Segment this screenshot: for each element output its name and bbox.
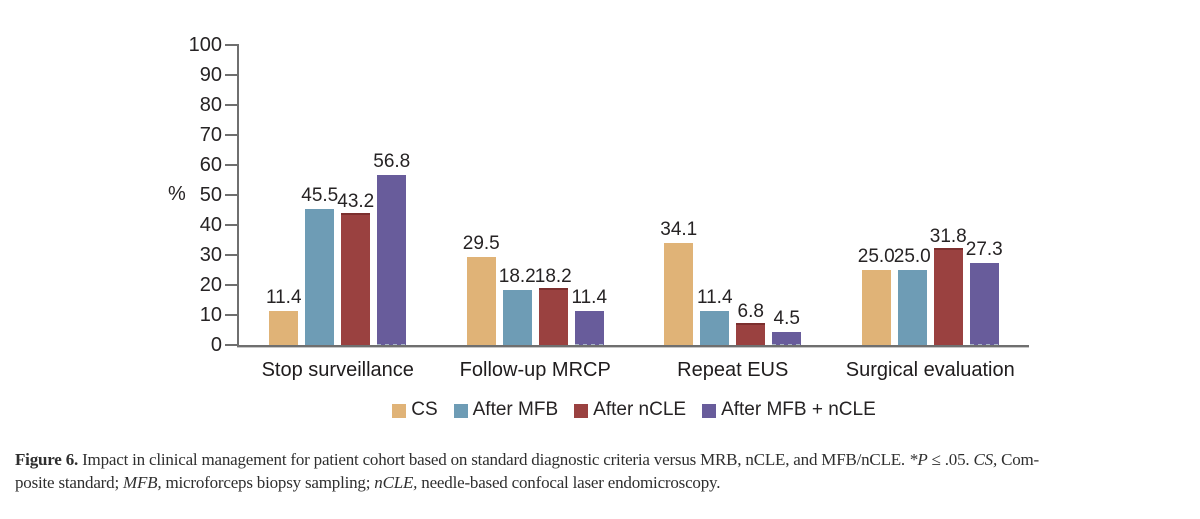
y-tick-mark — [225, 134, 238, 136]
y-tick-mark — [225, 74, 238, 76]
value-label: 25.0 — [857, 246, 895, 267]
value-label: 29.5 — [462, 232, 500, 254]
y-tick-label: 0 — [210, 334, 222, 356]
caption-segment: posite standard; — [15, 472, 124, 492]
y-tick-label: 30 — [199, 244, 222, 266]
y-tick-mark — [225, 164, 238, 166]
y-tick-mark — [225, 44, 238, 46]
value-label: 34.1 — [660, 218, 698, 240]
y-tick-mark — [225, 104, 238, 106]
bar-after-mfb: 18.2 — [499, 266, 536, 345]
category-label-stop-surveillance: Stop surveillance — [261, 359, 414, 381]
caption-segment: Figure 6. — [15, 450, 79, 469]
y-tick-label: 70 — [199, 124, 222, 146]
y-tick-mark — [225, 344, 238, 346]
y-tick-label: 60 — [199, 154, 222, 176]
category-label-surgical-evaluation: Surgical evaluation — [845, 359, 1015, 381]
caption-segment: nCLE, — [374, 472, 418, 492]
bar-after-mfb-ncle: 4.5 — [772, 308, 802, 346]
y-tick-mark — [225, 314, 238, 316]
value-label: 25.0 — [893, 246, 931, 267]
plot-area: 11.4 45.5 43.2 56.8 29.5 18.2 18.2 11.4 34.1 11.4… — [239, 45, 1030, 346]
bar-after-mfb: 25.0 — [894, 246, 931, 345]
value-label: 18.2 — [498, 266, 536, 288]
legend-item-after-ncle: After nCLE — [574, 399, 686, 421]
y-tick-label: 80 — [199, 94, 222, 116]
caption-segment: MFB, — [123, 472, 162, 492]
y-tick-mark — [225, 284, 238, 286]
y-tick-label: 20 — [199, 274, 222, 296]
y-tick-label: 40 — [199, 214, 222, 236]
y-tick-label: 10 — [199, 304, 222, 326]
category-label-repeat-eus: Repeat EUS — [677, 359, 789, 381]
y-tick-mark — [225, 194, 238, 196]
legend-swatch-icon — [392, 403, 407, 418]
legend-item-after-mfb-ncle: After MFB + nCLE — [702, 399, 876, 421]
bar-cs: 25.0 — [858, 246, 895, 345]
legend-swatch-icon — [574, 403, 589, 418]
bar-group-stop-surveillance: 11.4 45.5 43.2 56.8 — [239, 45, 437, 346]
y-tick-label: 100 — [188, 34, 222, 56]
category-label-follow-up-mrcp: Follow-up MRCP — [459, 359, 611, 381]
bar-after-mfb: 45.5 — [301, 185, 338, 345]
value-label: 43.2 — [337, 191, 375, 213]
bar-after-ncle: 6.8 — [736, 301, 766, 345]
y-tick-label: 50 — [199, 184, 222, 206]
legend-swatch-icon — [702, 403, 717, 418]
bar-after-mfb-ncle: 27.3 — [966, 239, 1003, 346]
value-label: 11.4 — [696, 286, 733, 308]
bar-after-ncle: 43.2 — [337, 191, 374, 345]
legend-item-after-mfb: After MFB — [453, 399, 559, 421]
y-axis-line — [237, 44, 239, 347]
caption-segment: Impact in clinical management for patien… — [78, 450, 910, 469]
value-label: 27.3 — [965, 239, 1003, 261]
legend-item-cs: CS — [392, 399, 438, 421]
caption-segment: needle-based confocal laser endomicrosco… — [417, 472, 721, 492]
value-label: 11.4 — [265, 286, 302, 308]
value-label: 11.4 — [571, 286, 608, 308]
caption-segment: ≤ .05. — [927, 450, 974, 469]
legend-label: After MFB + nCLE — [721, 399, 876, 420]
value-label: 18.2 — [534, 266, 572, 288]
bar-after-ncle: 18.2 — [535, 266, 572, 345]
legend-label: CS — [411, 399, 438, 420]
bar-group-repeat-eus: 34.1 11.4 6.8 4.5 — [634, 45, 832, 346]
bar-group-follow-up-mrcp: 29.5 18.2 18.2 11.4 — [437, 45, 635, 346]
caption-line: Figure 6. Impact in clinical management … — [15, 449, 1195, 472]
y-tick-label: 90 — [199, 64, 222, 86]
bar-after-mfb-ncle: 11.4 — [571, 287, 607, 346]
value-label: 4.5 — [773, 307, 800, 329]
figure-caption: Figure 6. Impact in clinical management … — [15, 449, 1195, 494]
legend: CS After MFB After nCLE After MFB + nCLE — [239, 399, 1029, 421]
legend-swatch-icon — [453, 403, 468, 418]
value-label: 31.8 — [929, 225, 967, 247]
x-axis-line — [237, 345, 1029, 348]
bar-after-ncle: 31.8 — [930, 226, 967, 345]
y-tick-mark — [225, 254, 238, 256]
caption-segment: CS, — [973, 450, 998, 469]
bar-cs: 34.1 — [660, 219, 697, 345]
value-label: 45.5 — [301, 184, 339, 206]
y-tick-mark — [225, 224, 238, 226]
bar-cs: 11.4 — [266, 287, 302, 345]
x-axis-category-labels: Stop surveillance Follow-up MRCP Repeat EU… — [239, 357, 1029, 383]
legend-label: After nCLE — [593, 399, 687, 420]
bar-after-mfb-ncle: 56.8 — [373, 151, 410, 346]
bar-cs: 29.5 — [463, 233, 500, 345]
bar-after-mfb: 11.4 — [697, 287, 733, 345]
legend-label: After MFB — [472, 399, 559, 420]
caption-segment: microforceps biopsy sampling; — [161, 472, 375, 492]
caption-line: posite standard; MFB, microforceps biops… — [15, 472, 1195, 495]
caption-segment: Com- — [997, 450, 1039, 469]
y-axis-unit-label: % — [168, 183, 186, 205]
value-label: 56.8 — [373, 150, 411, 172]
caption-segment: *P — [909, 450, 928, 469]
bar-group-surgical-evaluation: 25.0 25.0 31.8 27.3 — [832, 45, 1030, 346]
value-label: 6.8 — [737, 300, 764, 322]
